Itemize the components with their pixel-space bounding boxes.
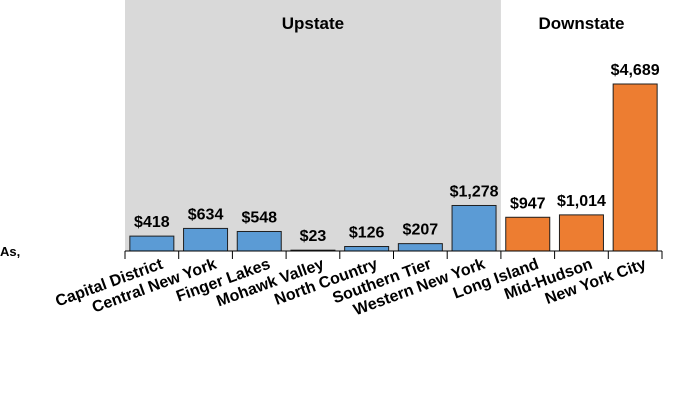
value-label: $126: [349, 225, 385, 242]
value-label: $23: [300, 228, 327, 245]
value-label: $207: [403, 222, 439, 239]
value-label: $634: [188, 206, 224, 223]
value-label: $418: [134, 214, 170, 231]
bar: [129, 235, 175, 252]
value-label: $947: [510, 195, 546, 212]
value-label: $1,014: [557, 193, 606, 210]
group-label: Downstate: [538, 14, 624, 33]
bar: [397, 243, 443, 252]
bar: [505, 216, 551, 252]
group-label: Upstate: [282, 14, 344, 33]
group-shade: [125, 0, 501, 251]
value-label: $1,278: [450, 183, 499, 200]
bar: [558, 214, 604, 252]
value-label: $548: [241, 209, 277, 226]
annotation: As,: [0, 244, 20, 259]
bar: [451, 204, 497, 252]
bar: [183, 227, 229, 252]
value-label: $4,689: [611, 62, 660, 79]
bar: [236, 230, 282, 252]
bar: [344, 246, 390, 252]
bar: [612, 83, 658, 252]
